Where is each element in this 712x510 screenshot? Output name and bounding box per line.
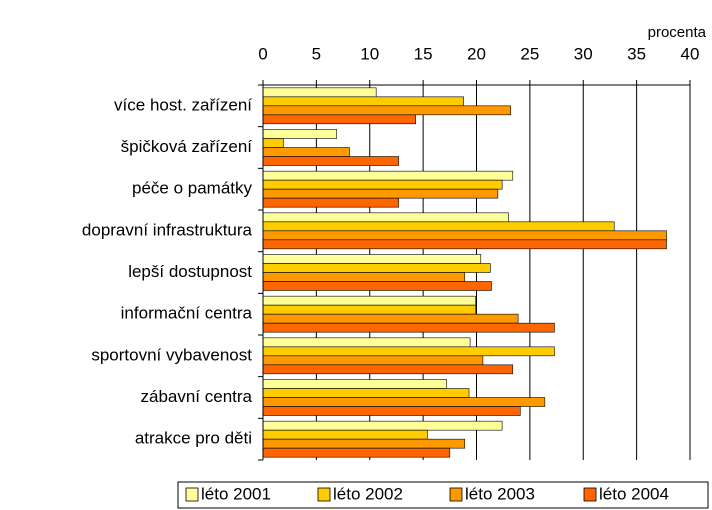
bar (262, 87, 377, 98)
bar (262, 170, 514, 181)
y-tick-label: sportovní vybavenost (91, 345, 252, 364)
bar (262, 337, 471, 348)
x-tick-label: 5 (312, 44, 321, 63)
bar (262, 281, 492, 291)
legend-label: léto 2001 (201, 484, 271, 503)
x-tick-label: 40 (681, 44, 700, 63)
bar (262, 438, 466, 449)
y-tick-label: zábavní centra (140, 387, 252, 406)
bar (262, 147, 350, 157)
bar (262, 254, 482, 264)
x-tick-label: 15 (414, 44, 433, 63)
bar (262, 230, 667, 241)
bar (262, 322, 555, 333)
legend-label: léto 2002 (333, 484, 403, 503)
x-tick-label: 20 (467, 44, 486, 63)
legend-label: léto 2003 (465, 484, 535, 503)
bar (262, 355, 484, 366)
bar (262, 105, 511, 116)
x-tick-label: 10 (360, 44, 379, 63)
bar (262, 179, 503, 190)
x-tick-label: 30 (574, 44, 593, 63)
legend-swatch (449, 487, 463, 502)
bar (262, 397, 546, 407)
legend-swatch (185, 487, 199, 502)
bar (262, 272, 466, 282)
bar (262, 295, 476, 306)
bar (262, 388, 470, 398)
y-tick-label: atrakce pro děti (135, 429, 252, 448)
legend-swatch (317, 487, 331, 502)
bar (262, 197, 399, 208)
legend-swatch (583, 487, 597, 502)
y-tick-label: péče o památky (132, 179, 253, 198)
bar (262, 429, 428, 440)
bar (262, 96, 464, 107)
bar (262, 447, 451, 458)
x-tick-label: 35 (627, 44, 646, 63)
bar (262, 364, 514, 375)
bar (262, 114, 416, 125)
bar (262, 420, 503, 431)
bar (262, 138, 284, 148)
x-tick-label: 25 (520, 44, 539, 63)
y-tick-label: lepší dostupnost (128, 262, 252, 281)
bar (262, 188, 499, 199)
bar (262, 156, 399, 166)
bar (262, 239, 667, 250)
y-tick-label: více host. zařízení (114, 95, 252, 114)
axis-label: procenta (648, 24, 707, 41)
y-tick-label: informační centra (121, 304, 253, 323)
x-tick-label: 0 (258, 44, 267, 63)
bar (262, 304, 476, 315)
bar (262, 313, 519, 324)
bar (262, 212, 509, 223)
bar (262, 346, 555, 357)
bar (262, 379, 447, 389)
bar (262, 263, 491, 273)
legend-box (177, 481, 709, 509)
bar (262, 129, 337, 139)
bar (262, 221, 615, 232)
legend-label: léto 2004 (599, 484, 669, 503)
y-tick-label: dopravní infrastruktura (82, 220, 253, 239)
y-tick-label: špičková zařízení (121, 137, 253, 156)
bar (262, 406, 521, 416)
